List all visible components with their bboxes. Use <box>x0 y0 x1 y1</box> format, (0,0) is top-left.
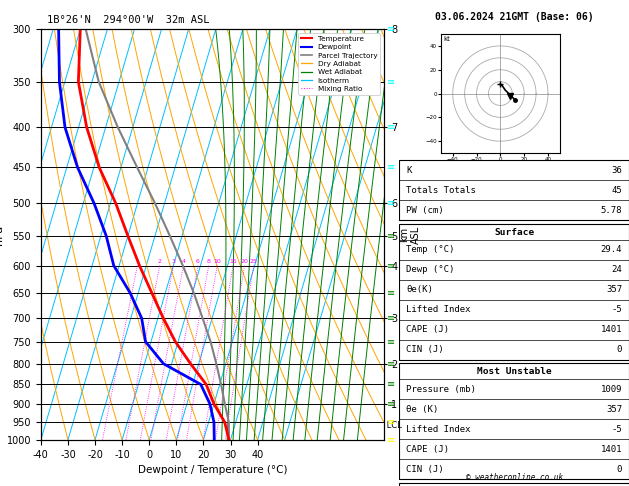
Text: 5.78: 5.78 <box>601 206 622 215</box>
Text: LCL: LCL <box>384 421 401 431</box>
Text: Surface: Surface <box>494 227 534 237</box>
Text: 0: 0 <box>617 465 622 473</box>
Text: CAPE (J): CAPE (J) <box>406 445 449 453</box>
Bar <box>399 224 629 360</box>
Text: CIN (J): CIN (J) <box>406 465 444 473</box>
Text: -5: -5 <box>611 305 622 314</box>
X-axis label: Dewpoint / Temperature (°C): Dewpoint / Temperature (°C) <box>138 465 287 475</box>
Y-axis label: km
ASL: km ASL <box>399 226 421 243</box>
Text: ≡: ≡ <box>387 198 395 208</box>
Text: ≡: ≡ <box>387 288 395 298</box>
Text: Lifted Index: Lifted Index <box>406 425 470 434</box>
Text: 357: 357 <box>606 285 622 295</box>
Text: Totals Totals: Totals Totals <box>406 186 476 195</box>
Text: CIN (J): CIN (J) <box>406 345 444 354</box>
Text: ≡: ≡ <box>387 399 395 409</box>
Legend: Temperature, Dewpoint, Parcel Trajectory, Dry Adiabat, Wet Adiabat, Isotherm, Mi: Temperature, Dewpoint, Parcel Trajectory… <box>298 33 380 95</box>
Text: 24: 24 <box>611 265 622 275</box>
Text: 20: 20 <box>241 259 248 264</box>
Text: ≡: ≡ <box>387 380 395 389</box>
Text: PW (cm): PW (cm) <box>406 206 444 215</box>
Text: 03.06.2024 21GMT (Base: 06): 03.06.2024 21GMT (Base: 06) <box>435 12 594 22</box>
Y-axis label: hPa: hPa <box>0 225 4 244</box>
Text: ≡: ≡ <box>387 122 395 132</box>
Text: 29.4: 29.4 <box>601 245 622 255</box>
Text: 1401: 1401 <box>601 445 622 453</box>
Text: 1009: 1009 <box>601 385 622 394</box>
Text: ≡: ≡ <box>387 359 395 369</box>
Bar <box>399 364 629 479</box>
Text: 0: 0 <box>617 345 622 354</box>
Text: θe(K): θe(K) <box>406 285 433 295</box>
Text: ≡: ≡ <box>387 24 395 34</box>
Text: 45: 45 <box>611 186 622 195</box>
Text: 4: 4 <box>181 259 186 264</box>
Text: 8: 8 <box>207 259 211 264</box>
Text: Temp (°C): Temp (°C) <box>406 245 455 255</box>
Text: 357: 357 <box>606 405 622 414</box>
Text: ≡: ≡ <box>387 260 395 271</box>
Text: ≡: ≡ <box>387 313 395 323</box>
Text: kt: kt <box>443 36 450 42</box>
Text: ≡: ≡ <box>387 77 395 87</box>
Text: Dewp (°C): Dewp (°C) <box>406 265 455 275</box>
Bar <box>399 483 629 486</box>
Text: CAPE (J): CAPE (J) <box>406 325 449 334</box>
Text: 10: 10 <box>213 259 221 264</box>
Text: 15: 15 <box>229 259 237 264</box>
Text: K: K <box>406 166 411 175</box>
Text: Pressure (mb): Pressure (mb) <box>406 385 476 394</box>
Text: ≡: ≡ <box>387 337 395 347</box>
Text: -5: -5 <box>611 425 622 434</box>
Text: Lifted Index: Lifted Index <box>406 305 470 314</box>
Text: Most Unstable: Most Unstable <box>477 367 552 376</box>
Text: 1B°26'N  294°00'W  32m ASL: 1B°26'N 294°00'W 32m ASL <box>47 15 209 25</box>
Text: © weatheronline.co.uk: © weatheronline.co.uk <box>465 473 563 482</box>
Text: 1401: 1401 <box>601 325 622 334</box>
Text: ≡: ≡ <box>387 417 395 427</box>
Text: 3: 3 <box>171 259 175 264</box>
Text: ≡: ≡ <box>387 435 395 445</box>
Text: 1: 1 <box>135 259 139 264</box>
Text: θe (K): θe (K) <box>406 405 438 414</box>
Bar <box>399 160 629 220</box>
Text: 25: 25 <box>250 259 258 264</box>
Text: ≡: ≡ <box>387 162 395 173</box>
Text: 2: 2 <box>158 259 162 264</box>
Text: 6: 6 <box>196 259 200 264</box>
Text: ≡: ≡ <box>387 231 395 241</box>
Text: 36: 36 <box>611 166 622 175</box>
